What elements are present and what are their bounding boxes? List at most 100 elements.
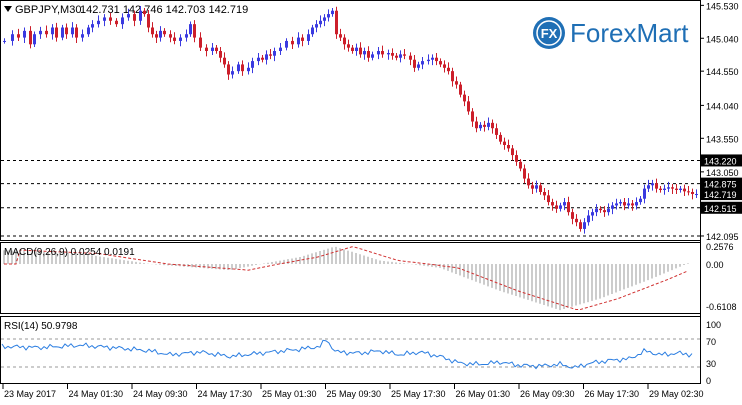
candle-body xyxy=(417,64,420,68)
macd-label: MACD(9,26,9) 0.0254 0.0191 xyxy=(4,247,135,258)
candle-body xyxy=(257,57,260,62)
time-axis-label: 24 May 01:30 xyxy=(69,389,124,399)
candle-body xyxy=(247,67,250,72)
candle-body xyxy=(403,54,406,56)
candle-body xyxy=(261,57,264,60)
candle-body xyxy=(663,188,666,190)
candle-body xyxy=(269,54,272,56)
candle-body xyxy=(297,37,300,45)
candle-body xyxy=(435,57,438,62)
rsi-axis-label: 100 xyxy=(706,320,721,330)
candle-body xyxy=(115,20,118,25)
time-axis: 23 May 2017 24 May 01:30 24 May 09:30 24 Ma… xyxy=(2,384,704,399)
candle-body xyxy=(499,134,502,142)
candle-body xyxy=(443,64,446,68)
candle-body xyxy=(491,122,494,129)
candle-body xyxy=(17,34,20,38)
candle-body xyxy=(595,208,598,213)
candle-body xyxy=(347,44,350,48)
brand-name: ForexMart xyxy=(570,18,689,48)
time-axis-label: 25 May 01:30 xyxy=(262,389,317,399)
candle-body xyxy=(103,17,106,21)
candle-body xyxy=(371,54,374,58)
candle-body xyxy=(607,208,610,213)
candle-body xyxy=(199,37,202,48)
candle-body xyxy=(611,205,614,209)
candle-body xyxy=(121,17,124,25)
symbol-label: GBPJPY,M30 xyxy=(15,4,81,16)
candle-body xyxy=(331,10,334,15)
time-axis-label: 24 May 17:30 xyxy=(198,389,253,399)
candle-body xyxy=(431,57,434,60)
brand-logo: FX ForexMart xyxy=(533,17,689,49)
candle-body xyxy=(615,203,618,206)
candle-body xyxy=(11,34,14,41)
candle-body xyxy=(61,27,64,38)
candle-body xyxy=(395,55,398,58)
time-axis-label: 26 May 01:30 xyxy=(456,389,511,399)
candle-body xyxy=(315,24,318,28)
candle-body xyxy=(551,202,554,206)
candle-body xyxy=(185,34,188,38)
candle-body xyxy=(3,40,6,42)
candle-body xyxy=(155,34,158,38)
candle-body xyxy=(675,188,678,190)
price-marker: 142.719 xyxy=(704,190,737,200)
candle-body xyxy=(377,51,380,55)
candle-body xyxy=(193,24,196,38)
rsi-axis-label: 0 xyxy=(706,376,711,386)
candle-body xyxy=(543,192,546,196)
candle-body xyxy=(51,27,54,35)
candle-body xyxy=(591,212,594,216)
candle-body xyxy=(671,187,674,189)
candle-body xyxy=(65,27,68,35)
dropdown-triangle-icon[interactable] xyxy=(4,6,12,12)
macd-histogram xyxy=(3,246,689,311)
candle-body xyxy=(399,54,402,58)
price-axis-label: 142.095 xyxy=(706,232,739,242)
candle-body xyxy=(619,202,622,204)
candle-body xyxy=(659,188,662,190)
candle-body xyxy=(387,53,390,55)
candle-body xyxy=(301,37,304,41)
candle-body xyxy=(413,59,416,68)
price-axis-label: 143.550 xyxy=(706,134,739,144)
candle-body xyxy=(623,202,626,206)
candle-body xyxy=(467,101,470,112)
candle-body xyxy=(223,57,226,65)
candle-body xyxy=(635,202,638,206)
rsi-axis-label: 70 xyxy=(706,337,716,347)
candle-body xyxy=(139,10,142,21)
candle-body xyxy=(241,64,244,72)
candle-body xyxy=(459,84,462,95)
candle-body xyxy=(475,121,478,129)
candle-body xyxy=(539,185,542,193)
candle-body xyxy=(273,51,276,56)
rsi-label: RSI(14) 50.9798 xyxy=(4,321,78,332)
candle-body xyxy=(335,10,338,35)
candle-body xyxy=(447,67,450,72)
candle-body xyxy=(679,188,682,190)
candle-body xyxy=(327,14,330,18)
macd-axis-label: 0.00 xyxy=(706,260,724,270)
time-axis-label: 25 May 17:30 xyxy=(391,389,446,399)
candle-body xyxy=(109,17,112,21)
candle-body xyxy=(359,47,362,55)
candle-body xyxy=(133,14,136,21)
candle-body xyxy=(205,47,208,52)
price-axis-label: 144.040 xyxy=(706,101,739,111)
candle-body xyxy=(45,30,48,35)
candle-body xyxy=(587,215,590,223)
candle-body xyxy=(695,194,698,196)
candle-body xyxy=(227,64,230,75)
candle-body xyxy=(567,202,570,213)
candle-body xyxy=(169,34,172,38)
candle-body xyxy=(97,20,100,25)
candle-body xyxy=(555,205,558,209)
candle-body xyxy=(29,30,32,45)
candle-body xyxy=(55,27,58,38)
candle-body xyxy=(409,55,412,60)
candle-body xyxy=(127,14,130,18)
